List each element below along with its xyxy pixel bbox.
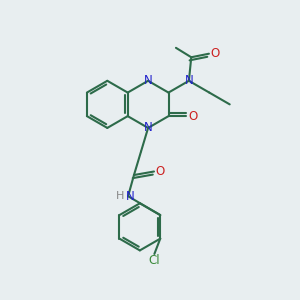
Text: O: O [211,47,220,60]
Text: N: N [144,74,152,87]
Text: O: O [188,110,197,123]
Text: O: O [156,165,165,178]
Text: Cl: Cl [148,254,160,267]
Text: H: H [116,191,124,201]
Text: N: N [126,190,134,203]
Text: N: N [184,74,193,87]
Text: N: N [144,122,152,134]
